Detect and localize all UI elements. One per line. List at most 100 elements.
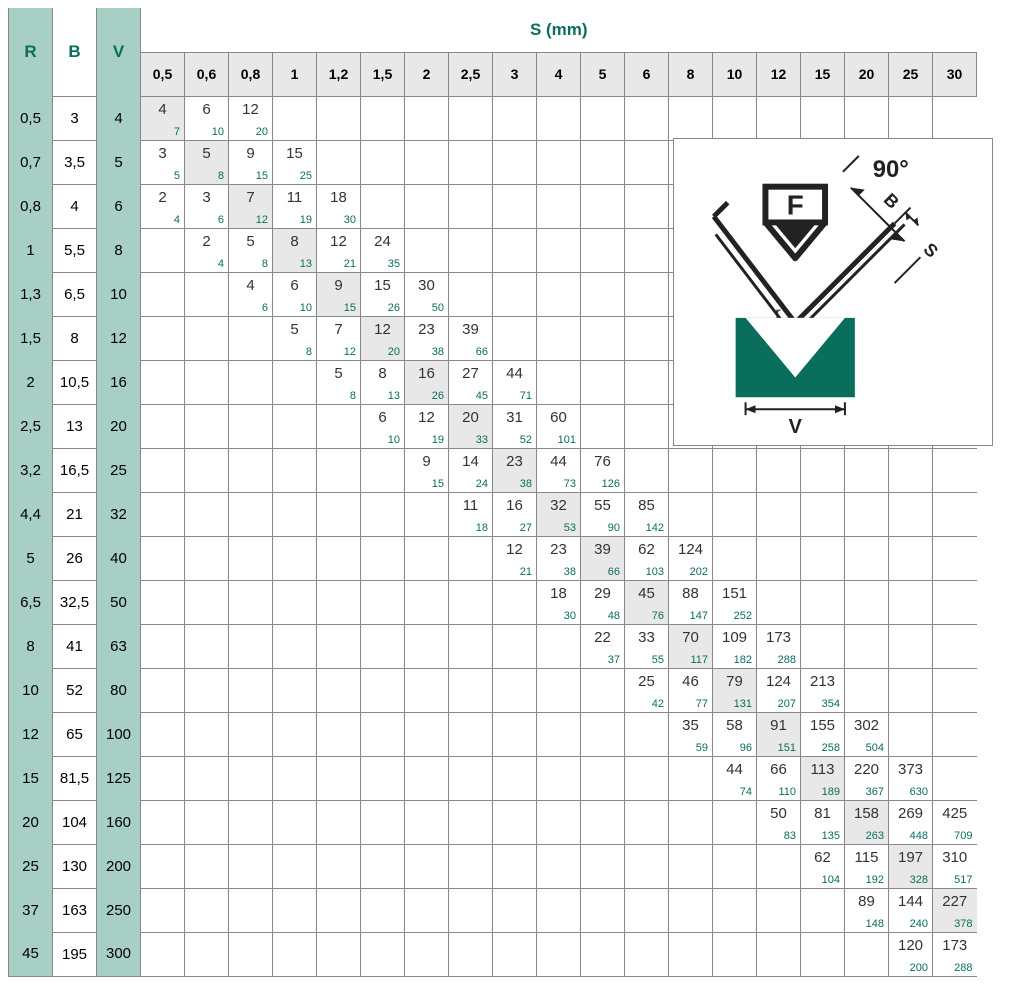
data-cell	[229, 492, 273, 536]
data-cell: 124207	[757, 668, 801, 712]
data-cell	[493, 800, 537, 844]
data-cell	[933, 668, 977, 712]
data-cell	[581, 404, 625, 448]
data-cell: 46	[229, 272, 273, 316]
data-cell: 4473	[537, 448, 581, 492]
data-cell	[625, 844, 669, 888]
data-cell	[229, 800, 273, 844]
data-cell	[625, 96, 669, 140]
data-cell	[361, 844, 405, 888]
cell-b: 130	[53, 844, 97, 888]
data-cell: 4471	[493, 360, 537, 404]
s-col-0,5: 0,5	[141, 52, 185, 96]
cell-r: 3,2	[9, 448, 53, 492]
data-cell	[581, 712, 625, 756]
data-cell	[317, 96, 361, 140]
cell-v: 50	[97, 580, 141, 624]
data-cell: 1525	[273, 140, 317, 184]
cell-r: 0,8	[9, 184, 53, 228]
data-cell	[889, 624, 933, 668]
data-cell: 88147	[669, 580, 713, 624]
cell-b: 16,5	[53, 448, 97, 492]
data-cell: 3050	[405, 272, 449, 316]
cell-b: 6,5	[53, 272, 97, 316]
data-cell: 5590	[581, 492, 625, 536]
data-cell: 1219	[405, 404, 449, 448]
data-cell	[757, 536, 801, 580]
data-cell: 2237	[581, 624, 625, 668]
data-cell: 62103	[625, 536, 669, 580]
data-cell	[317, 448, 361, 492]
data-cell: 81135	[801, 800, 845, 844]
s-col-30: 30	[933, 52, 977, 96]
data-cell	[889, 492, 933, 536]
data-cell	[229, 580, 273, 624]
data-cell: 1220	[229, 96, 273, 140]
s-dimension: S	[716, 213, 942, 330]
data-cell: 712	[317, 316, 361, 360]
data-cell: 373630	[889, 756, 933, 800]
data-cell	[801, 580, 845, 624]
data-cell	[537, 272, 581, 316]
data-cell	[757, 492, 801, 536]
data-cell	[273, 844, 317, 888]
data-cell: 3966	[581, 536, 625, 580]
data-cell: 2033	[449, 404, 493, 448]
cell-r: 5	[9, 536, 53, 580]
data-cell	[889, 536, 933, 580]
data-cell	[493, 668, 537, 712]
data-cell	[141, 800, 185, 844]
data-cell	[581, 316, 625, 360]
svg-text:B: B	[880, 189, 903, 212]
cell-b: 10,5	[53, 360, 97, 404]
cell-r: 8	[9, 624, 53, 668]
cell-v: 32	[97, 492, 141, 536]
s-col-12: 12	[757, 52, 801, 96]
data-cell: 2745	[449, 360, 493, 404]
data-cell	[361, 448, 405, 492]
data-cell: 5083	[757, 800, 801, 844]
data-cell	[141, 624, 185, 668]
data-cell: 79131	[713, 668, 757, 712]
data-cell	[493, 932, 537, 976]
data-cell	[801, 96, 845, 140]
data-cell	[537, 184, 581, 228]
data-cell	[229, 624, 273, 668]
data-cell	[493, 228, 537, 272]
data-cell	[405, 624, 449, 668]
table-row: 2513020062104115192197328310517	[9, 844, 977, 888]
data-cell	[669, 492, 713, 536]
data-cell	[757, 844, 801, 888]
data-cell	[185, 536, 229, 580]
data-cell	[317, 492, 361, 536]
data-cell	[449, 888, 493, 932]
data-cell	[581, 756, 625, 800]
col-header-v: V	[97, 8, 141, 96]
data-cell: 115192	[845, 844, 889, 888]
data-cell	[229, 448, 273, 492]
data-cell: 2542	[625, 668, 669, 712]
data-cell	[185, 404, 229, 448]
data-cell	[273, 360, 317, 404]
data-cell	[845, 492, 889, 536]
s-col-20: 20	[845, 52, 889, 96]
data-cell	[625, 712, 669, 756]
data-cell	[185, 360, 229, 404]
data-cell	[273, 96, 317, 140]
s-col-1,2: 1,2	[317, 52, 361, 96]
data-cell: 113189	[801, 756, 845, 800]
data-cell	[185, 756, 229, 800]
data-cell: 213354	[801, 668, 845, 712]
data-cell	[581, 800, 625, 844]
s-col-15: 15	[801, 52, 845, 96]
data-cell	[185, 448, 229, 492]
data-cell	[229, 712, 273, 756]
cell-r: 4,4	[9, 492, 53, 536]
cell-r: 0,5	[9, 96, 53, 140]
data-cell	[845, 668, 889, 712]
data-cell: 610	[273, 272, 317, 316]
data-cell	[141, 932, 185, 976]
data-cell: 1526	[361, 272, 405, 316]
cell-b: 65	[53, 712, 97, 756]
data-cell: 610	[361, 404, 405, 448]
